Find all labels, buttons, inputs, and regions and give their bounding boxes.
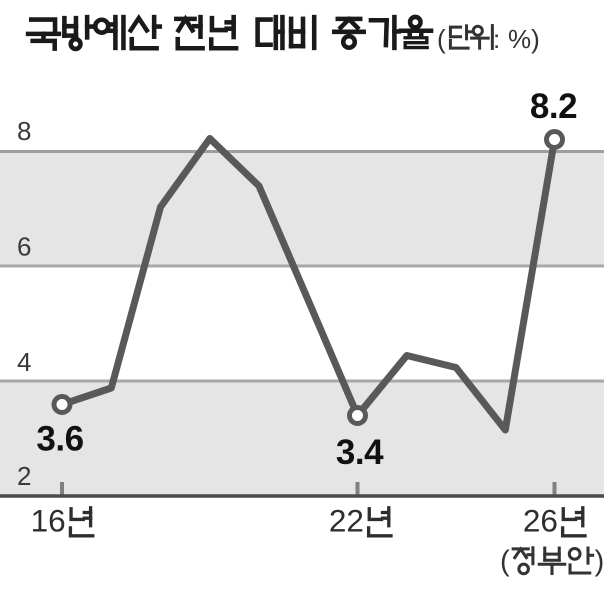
svg-text:(: ( — [500, 546, 510, 578]
svg-text:): ) — [595, 546, 605, 578]
svg-text:16: 16 — [31, 503, 66, 539]
svg-text:(: ( — [437, 24, 446, 54]
svg-text::: : — [493, 24, 500, 54]
svg-text:26: 26 — [523, 503, 558, 539]
svg-text:3.6: 3.6 — [36, 420, 83, 459]
svg-text:4: 4 — [17, 347, 31, 377]
svg-text:3.4: 3.4 — [336, 433, 384, 472]
svg-text:8: 8 — [17, 116, 31, 146]
svg-text:2: 2 — [17, 461, 31, 491]
svg-text:6: 6 — [17, 232, 31, 262]
svg-text:%): %) — [508, 24, 540, 54]
svg-text:8.2: 8.2 — [530, 87, 577, 126]
svg-text:22: 22 — [329, 503, 364, 539]
